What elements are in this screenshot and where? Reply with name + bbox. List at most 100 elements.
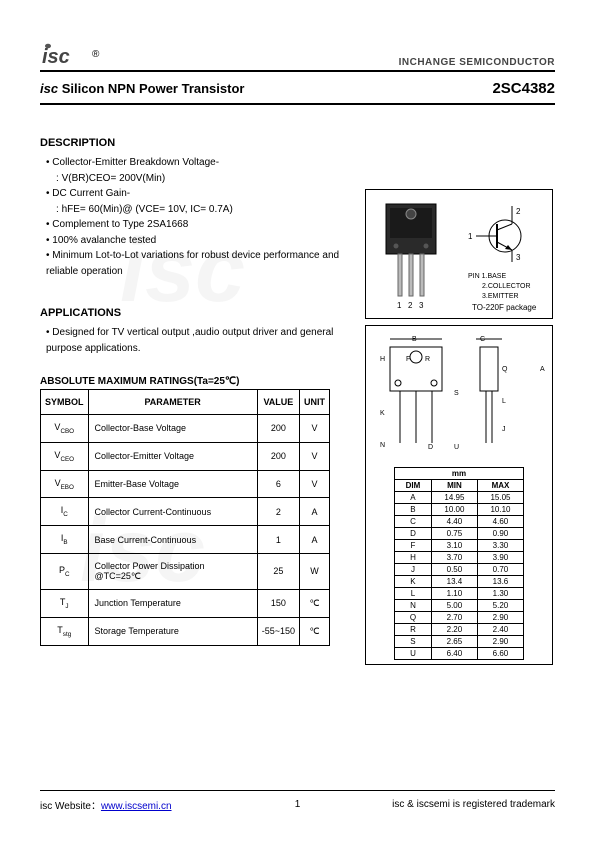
cell-dim: A [395,492,432,504]
cell-dim: K [395,576,432,588]
cell-min: 10.00 [431,504,477,516]
cell-min: 3.10 [431,540,477,552]
description-list: Collector-Emitter Breakdown Voltage- V(B… [40,155,355,279]
table-row: TJJunction Temperature150℃ [41,589,330,617]
cell-symbol: IC [41,498,89,526]
table-row: H3.703.90 [395,552,524,564]
svg-text:R: R [425,356,430,363]
svg-text:J: J [502,426,506,433]
header: isc ® INCHANGE SEMICONDUCTOR [40,40,555,68]
cell-unit: W [300,553,330,589]
doc-title: isc Silicon NPN Power Transistor [40,81,244,96]
cell-max: 0.90 [477,528,523,540]
app-item: Designed for TV vertical output ,audio o… [46,325,355,356]
dim-unit: mm [395,468,524,480]
website-link[interactable]: www.iscsemi.cn [101,801,172,812]
cell-unit: V [300,415,330,443]
cell-min: 2.20 [431,624,477,636]
table-row: L1.101.30 [395,588,524,600]
cell-dim: Q [395,612,432,624]
desc-item: Complement to Type 2SA1668 [46,217,355,233]
footer: isc Website：www.iscsemi.cn 1 isc & iscse… [40,790,555,812]
table-row: C4.404.60 [395,516,524,528]
logo: isc ® [40,40,99,68]
table-row: N5.005.20 [395,600,524,612]
svg-text:H: H [380,356,385,363]
cell-symbol: IB [41,526,89,554]
cell-min: 4.40 [431,516,477,528]
cell-param: Collector Current-Continuous [88,498,257,526]
table-row: VEBOEmitter-Base Voltage6V [41,470,330,498]
logo-registered: ® [92,49,99,60]
svg-text:1: 1 [397,301,402,310]
header-rule [40,70,555,72]
cell-min: 14.95 [431,492,477,504]
ratings-col-param: PARAMETER [88,390,257,415]
title-row: isc Silicon NPN Power Transistor 2SC4382 [40,76,555,101]
cell-unit: ℃ [300,617,330,645]
svg-text:U: U [454,444,459,451]
table-row: Q2.702.90 [395,612,524,624]
table-row: B10.0010.10 [395,504,524,516]
cell-unit: A [300,498,330,526]
cell-param: Collector Power Dissipation @TC=25℃ [88,553,257,589]
cell-dim: U [395,648,432,660]
cell-dim: H [395,552,432,564]
table-row: ICCollector Current-Continuous2A [41,498,330,526]
applications-heading: APPLICATIONS [40,307,355,319]
footer-rule [40,790,555,791]
cell-symbol: VCBO [41,415,89,443]
page-number: 1 [295,799,301,810]
table-row: R2.202.40 [395,624,524,636]
cell-min: 3.70 [431,552,477,564]
svg-text:3: 3 [419,301,424,310]
cell-value: -55~150 [257,617,299,645]
svg-text:F: F [406,356,410,363]
cell-param: Emitter-Base Voltage [88,470,257,498]
cell-min: 6.40 [431,648,477,660]
cell-max: 1.30 [477,588,523,600]
cell-value: 150 [257,589,299,617]
cell-unit: ℃ [300,589,330,617]
svg-text:isc: isc [42,46,70,66]
dim-col: MAX [477,480,523,492]
desc-item: Minimum Lot-to-Lot variations for robust… [46,248,355,279]
svg-text:2: 2 [408,301,413,310]
cell-max: 15.05 [477,492,523,504]
cell-max: 5.20 [477,600,523,612]
cell-value: 25 [257,553,299,589]
table-row: J0.500.70 [395,564,524,576]
table-row: IBBase Current-Continuous1A [41,526,330,554]
desc-item: DC Current Gain- [46,186,355,202]
cell-param: Collector-Base Voltage [88,415,257,443]
cell-symbol: VCEO [41,442,89,470]
cell-dim: C [395,516,432,528]
title-rule [40,103,555,105]
title-text: Silicon NPN Power Transistor [58,81,244,96]
cell-value: 1 [257,526,299,554]
logo-text: isc [40,40,88,68]
cell-param: Collector-Emitter Voltage [88,442,257,470]
cell-unit: V [300,442,330,470]
cell-max: 2.40 [477,624,523,636]
svg-text:2.COLLECTOR: 2.COLLECTOR [482,283,531,290]
svg-text:3.EMITTER: 3.EMITTER [482,293,519,300]
table-row: VCBOCollector-Base Voltage200V [41,415,330,443]
cell-symbol: VEBO [41,470,89,498]
cell-dim: D [395,528,432,540]
desc-item: 100% avalanche tested [46,233,355,249]
cell-max: 2.90 [477,636,523,648]
cell-dim: N [395,600,432,612]
cell-max: 0.70 [477,564,523,576]
title-prefix: isc [40,81,58,96]
table-row: S2.652.90 [395,636,524,648]
cell-max: 3.90 [477,552,523,564]
footer-label: isc Website： [40,801,101,812]
cell-max: 4.60 [477,516,523,528]
dimensions-table: mm DIM MIN MAX A14.9515.05B10.0010.10C4.… [394,467,524,660]
desc-item-sub: V(BR)CEO= 200V(Min) [46,171,355,187]
cell-dim: L [395,588,432,600]
cell-dim: F [395,540,432,552]
cell-symbol: Tstg [41,617,89,645]
svg-text:3: 3 [516,253,521,262]
